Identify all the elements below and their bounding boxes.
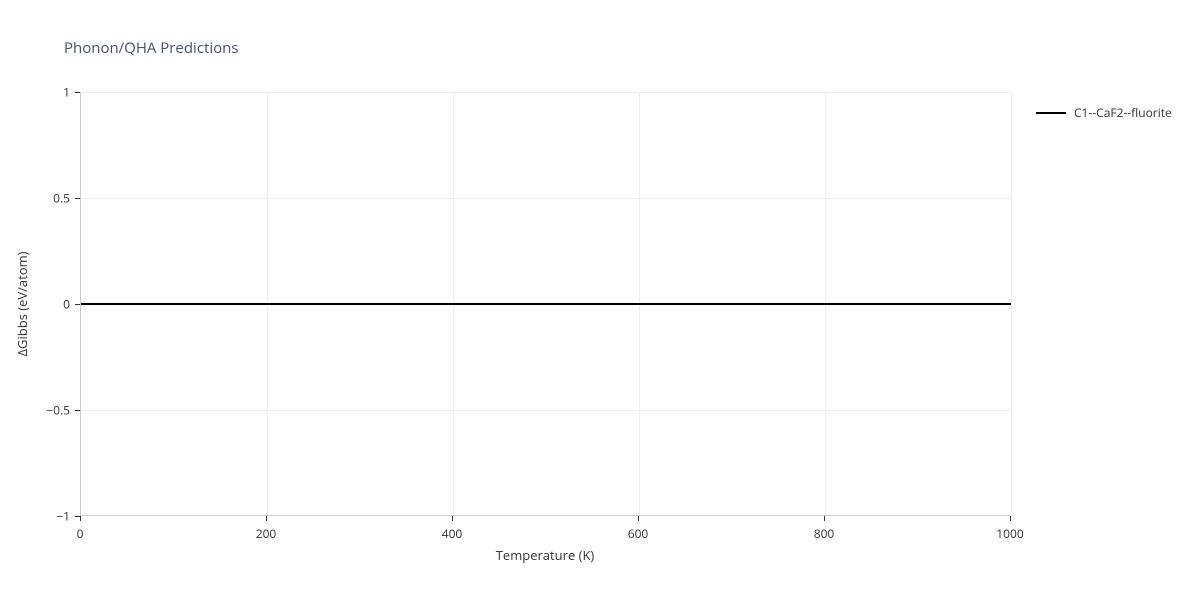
y-tick-mark (75, 410, 80, 411)
y-grid-line (81, 410, 1010, 411)
x-tick-mark (638, 516, 639, 521)
x-tick-mark (824, 516, 825, 521)
x-tick-mark (1010, 516, 1011, 521)
x-tick-mark (266, 516, 267, 521)
y-tick-label: −1 (40, 508, 70, 525)
y-tick-mark (75, 516, 80, 517)
y-tick-label: 0.5 (40, 190, 70, 207)
y-tick-mark (75, 304, 80, 305)
y-axis-label: ΔGibbs (eV/atom) (13, 252, 31, 357)
x-tick-label: 400 (442, 525, 463, 542)
x-tick-label: 600 (628, 525, 649, 542)
x-tick-mark (80, 516, 81, 521)
y-tick-mark (75, 198, 80, 199)
x-axis-label: Temperature (K) (496, 546, 595, 564)
chart-root: Phonon/QHA Predictions Temperature (K) Δ… (0, 0, 1200, 600)
chart-title: Phonon/QHA Predictions (64, 38, 239, 58)
y-tick-mark (75, 92, 80, 93)
series-line[interactable] (81, 303, 1011, 305)
legend-label: C1--CaF2--fluorite (1074, 104, 1172, 121)
plot-area (80, 92, 1010, 516)
x-tick-label: 200 (256, 525, 277, 542)
y-tick-label: 0 (40, 296, 70, 313)
x-tick-mark (452, 516, 453, 521)
y-grid-line (81, 198, 1010, 199)
y-tick-label: 1 (40, 84, 70, 101)
x-tick-label: 0 (77, 525, 84, 542)
legend-swatch (1036, 112, 1066, 114)
y-grid-line (81, 92, 1010, 93)
y-tick-label: −0.5 (40, 402, 70, 419)
x-tick-label: 1000 (996, 525, 1023, 542)
legend[interactable]: C1--CaF2--fluorite (1036, 104, 1172, 121)
x-tick-label: 800 (814, 525, 835, 542)
x-grid-line (1011, 92, 1012, 515)
